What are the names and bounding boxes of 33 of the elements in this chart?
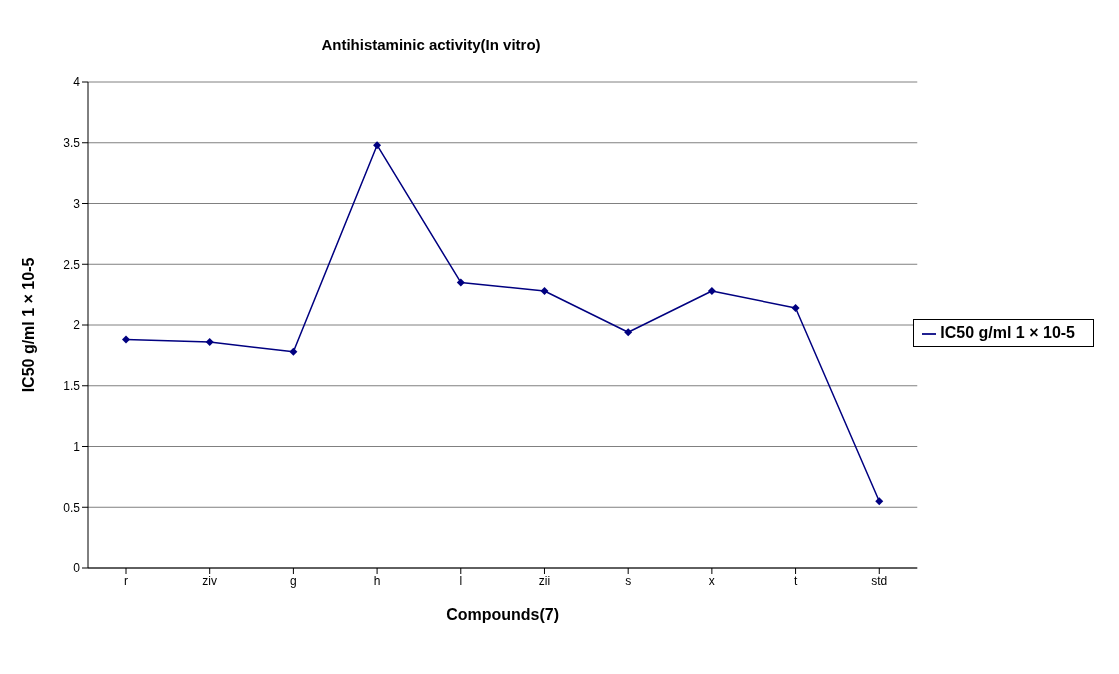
x-axis-title: Compounds(7) bbox=[446, 606, 560, 623]
x-tick-label: g bbox=[290, 573, 297, 588]
point bbox=[373, 141, 382, 150]
point bbox=[122, 335, 130, 344]
x-tick-label: t bbox=[793, 573, 798, 588]
y-axis-title: IC50 g/ml 1 × 10-5 bbox=[19, 257, 37, 393]
point bbox=[205, 338, 214, 347]
y-tick-label: 2.5 bbox=[63, 257, 81, 272]
chart-title: Antihistaminic activity(In vitro) bbox=[320, 36, 542, 53]
legend-label: IC50 g/ml 1 × 10-5 bbox=[940, 324, 1075, 341]
y-tick-label: 3 bbox=[73, 196, 81, 211]
x-tick-label: zii bbox=[538, 573, 551, 588]
point bbox=[289, 347, 298, 356]
point bbox=[456, 278, 465, 287]
x-tick-label: std bbox=[871, 573, 888, 588]
y-tick-label: 1 bbox=[73, 439, 81, 454]
y-tick-label: 2 bbox=[73, 318, 81, 333]
y-tick-label: 3.5 bbox=[63, 136, 81, 151]
x-tick-label: l bbox=[459, 573, 463, 588]
x-tick-label: h bbox=[373, 573, 381, 588]
y-tick-label: 4 bbox=[73, 75, 81, 90]
y-tick-label: 1.5 bbox=[63, 379, 81, 394]
x-tick-label: ziv bbox=[202, 573, 218, 588]
y-tick-label: 0 bbox=[73, 561, 81, 576]
x-tick-label: x bbox=[708, 573, 715, 588]
point bbox=[707, 286, 716, 295]
point bbox=[624, 328, 633, 337]
y-tick-label: 0.5 bbox=[63, 500, 81, 515]
x-tick-label: r bbox=[124, 573, 128, 588]
x-tick-label: s bbox=[625, 573, 632, 588]
point bbox=[791, 303, 800, 312]
point bbox=[875, 497, 884, 506]
point bbox=[540, 286, 549, 295]
